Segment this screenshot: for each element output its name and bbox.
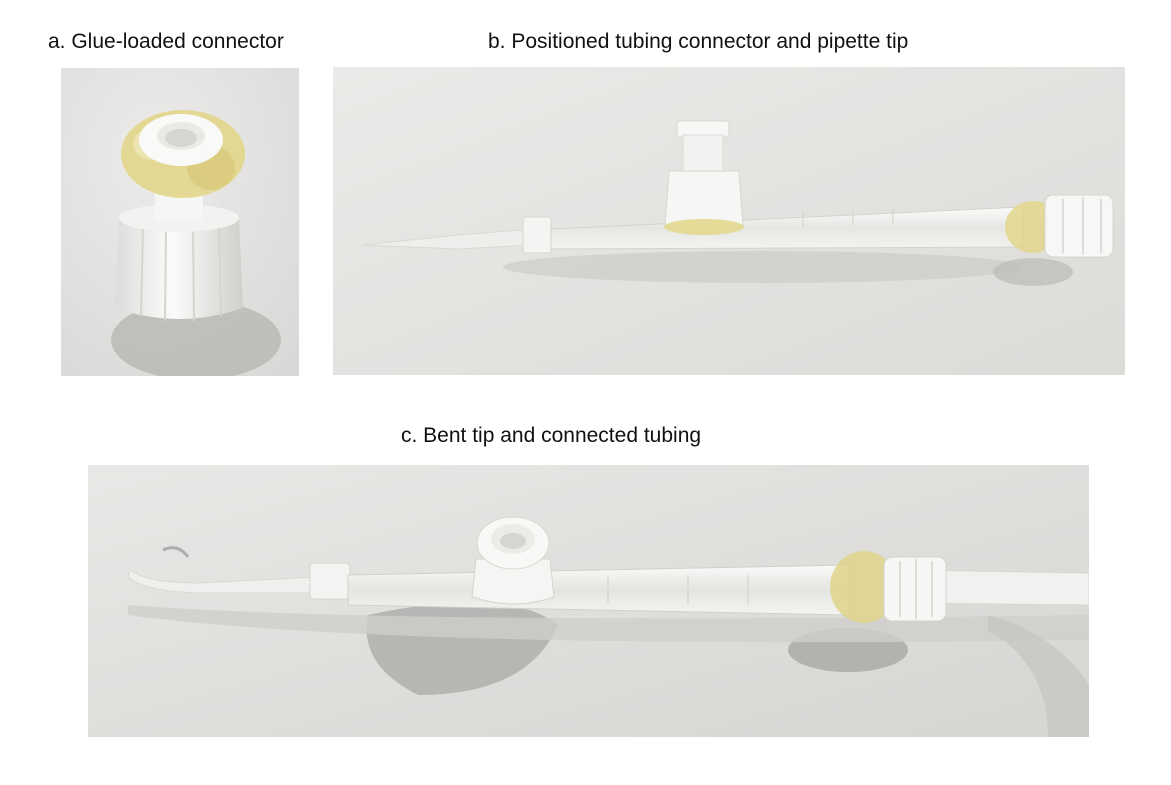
- panel-c-photo: [88, 465, 1089, 737]
- glue-bead: [664, 219, 744, 235]
- panel-c-caption: c. Bent tip and connected tubing: [401, 424, 702, 447]
- end-connector: [1044, 194, 1114, 258]
- glue-ring: [830, 551, 898, 623]
- connector-hex-body: [115, 218, 243, 319]
- tip-collar: [309, 562, 351, 600]
- panel-b-caption: b. Positioned tubing connector and pipet…: [488, 30, 909, 53]
- panel-a-caption: a. Glue-loaded connector: [48, 30, 284, 53]
- connector-shadow: [111, 300, 281, 376]
- tip-collar: [522, 216, 552, 254]
- tubing-connector-hex: [471, 558, 555, 605]
- panel-b-photo: [333, 67, 1125, 375]
- panel-a-photo: [61, 68, 299, 376]
